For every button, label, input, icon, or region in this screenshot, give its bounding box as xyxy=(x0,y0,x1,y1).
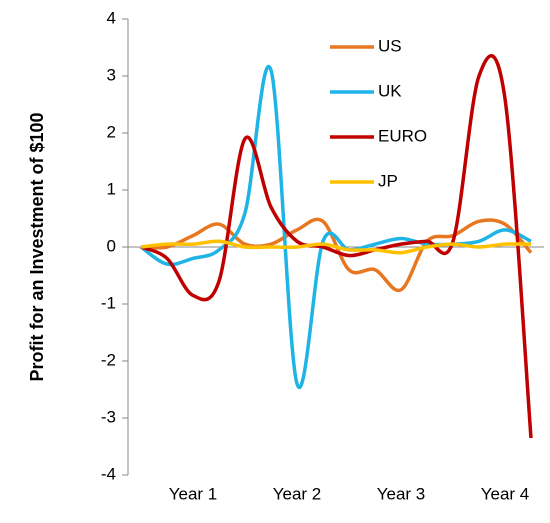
legend-label: EURO xyxy=(378,126,427,145)
y-tick-label: 0 xyxy=(107,236,116,255)
y-tick-label: -4 xyxy=(101,464,116,483)
y-tick-label: 3 xyxy=(107,65,116,84)
y-axis-label: Profit for an Investment of $100 xyxy=(27,112,47,381)
x-tick-label: Year 4 xyxy=(481,484,530,503)
x-tick-label: Year 1 xyxy=(169,484,218,503)
x-tick-label: Year 3 xyxy=(377,484,426,503)
y-tick-label: -1 xyxy=(101,293,116,312)
y-tick-label: -2 xyxy=(101,350,116,369)
y-tick-label: 1 xyxy=(107,179,116,198)
y-tick-label: 2 xyxy=(107,122,116,141)
line xyxy=(140,217,533,293)
y-tick-label: -3 xyxy=(101,407,116,426)
legend-label: UK xyxy=(378,81,402,100)
x-tick-label: Year 2 xyxy=(273,484,322,503)
y-tick-label: 4 xyxy=(107,8,116,27)
line xyxy=(140,54,533,439)
line xyxy=(140,239,532,255)
legend-label: JP xyxy=(378,171,398,190)
legend-label: US xyxy=(378,36,402,55)
